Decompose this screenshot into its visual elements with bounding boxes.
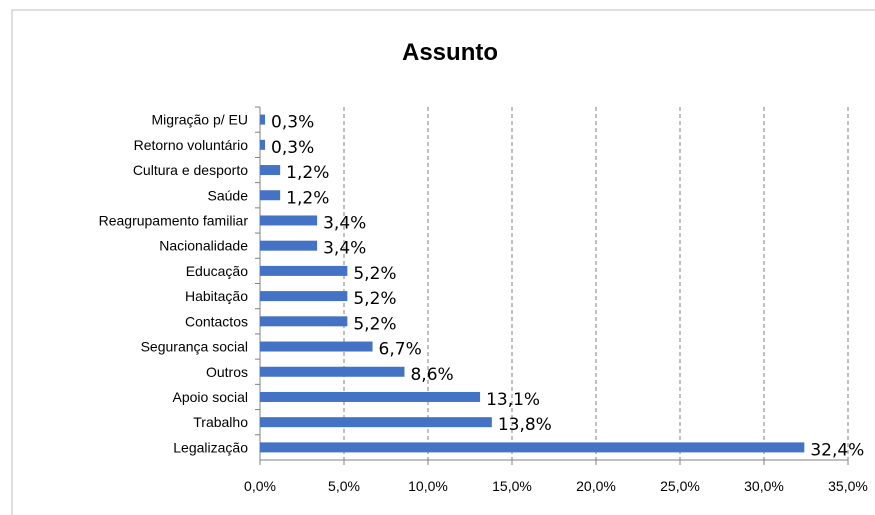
- y-tick-label: Reagrupamento familiar: [99, 212, 249, 228]
- y-tick-label: Trabalho: [193, 414, 248, 430]
- data-label: 5,2%: [353, 314, 396, 334]
- bar: [260, 215, 318, 226]
- data-label: 0,3%: [271, 113, 314, 133]
- bar: [260, 391, 481, 402]
- y-tick-label: Contactos: [185, 313, 248, 329]
- bar: [260, 265, 348, 276]
- data-label: 32,4%: [810, 440, 864, 460]
- y-tick-label: Cultura e desporto: [133, 162, 248, 178]
- y-tick-label: Nacionalidade: [159, 238, 248, 254]
- data-label: 13,8%: [498, 415, 552, 435]
- x-tick-label: 35,0%: [828, 478, 868, 494]
- x-tick-label: 5,0%: [328, 478, 360, 494]
- bar: [260, 341, 373, 352]
- data-label: 3,4%: [323, 213, 366, 233]
- data-label: 5,2%: [353, 264, 396, 284]
- data-label: 5,2%: [353, 289, 396, 309]
- y-tick-label: Retorno voluntário: [134, 137, 249, 153]
- chart-frame: [11, 9, 875, 515]
- bar: [260, 240, 318, 251]
- bar: [260, 316, 348, 327]
- bar: [260, 139, 266, 150]
- bar: [260, 291, 348, 302]
- bar: [260, 114, 266, 125]
- bar: [260, 165, 281, 176]
- y-tick-label: Outros: [206, 364, 248, 380]
- y-tick-label: Legalização: [173, 439, 248, 455]
- data-label: 0,3%: [271, 138, 314, 158]
- bar: [260, 417, 492, 428]
- y-tick-label: Educação: [186, 263, 248, 279]
- x-tick-label: 15,0%: [492, 478, 532, 494]
- x-tick-label: 10,0%: [408, 478, 448, 494]
- data-label: 13,1%: [486, 390, 540, 410]
- data-label: 8,6%: [410, 365, 453, 385]
- y-tick-label: Apoio social: [173, 389, 249, 405]
- bar: [260, 190, 281, 201]
- y-tick-label: Segurança social: [141, 339, 248, 355]
- data-label: 1,2%: [286, 163, 329, 183]
- data-label: 1,2%: [286, 188, 329, 208]
- x-tick-label: 30,0%: [744, 478, 784, 494]
- x-tick-label: 25,0%: [660, 478, 700, 494]
- data-label: 6,7%: [379, 340, 422, 360]
- x-tick-label: 20,0%: [576, 478, 616, 494]
- bar: [260, 442, 805, 453]
- chart-title: Assunto: [402, 39, 498, 66]
- bar: [260, 366, 405, 377]
- y-tick-label: Habitação: [185, 288, 248, 304]
- y-tick-label: Migração p/ EU: [152, 112, 248, 128]
- y-tick-label: Saúde: [208, 187, 249, 203]
- x-tick-label: 0,0%: [244, 478, 276, 494]
- data-label: 3,4%: [323, 239, 366, 259]
